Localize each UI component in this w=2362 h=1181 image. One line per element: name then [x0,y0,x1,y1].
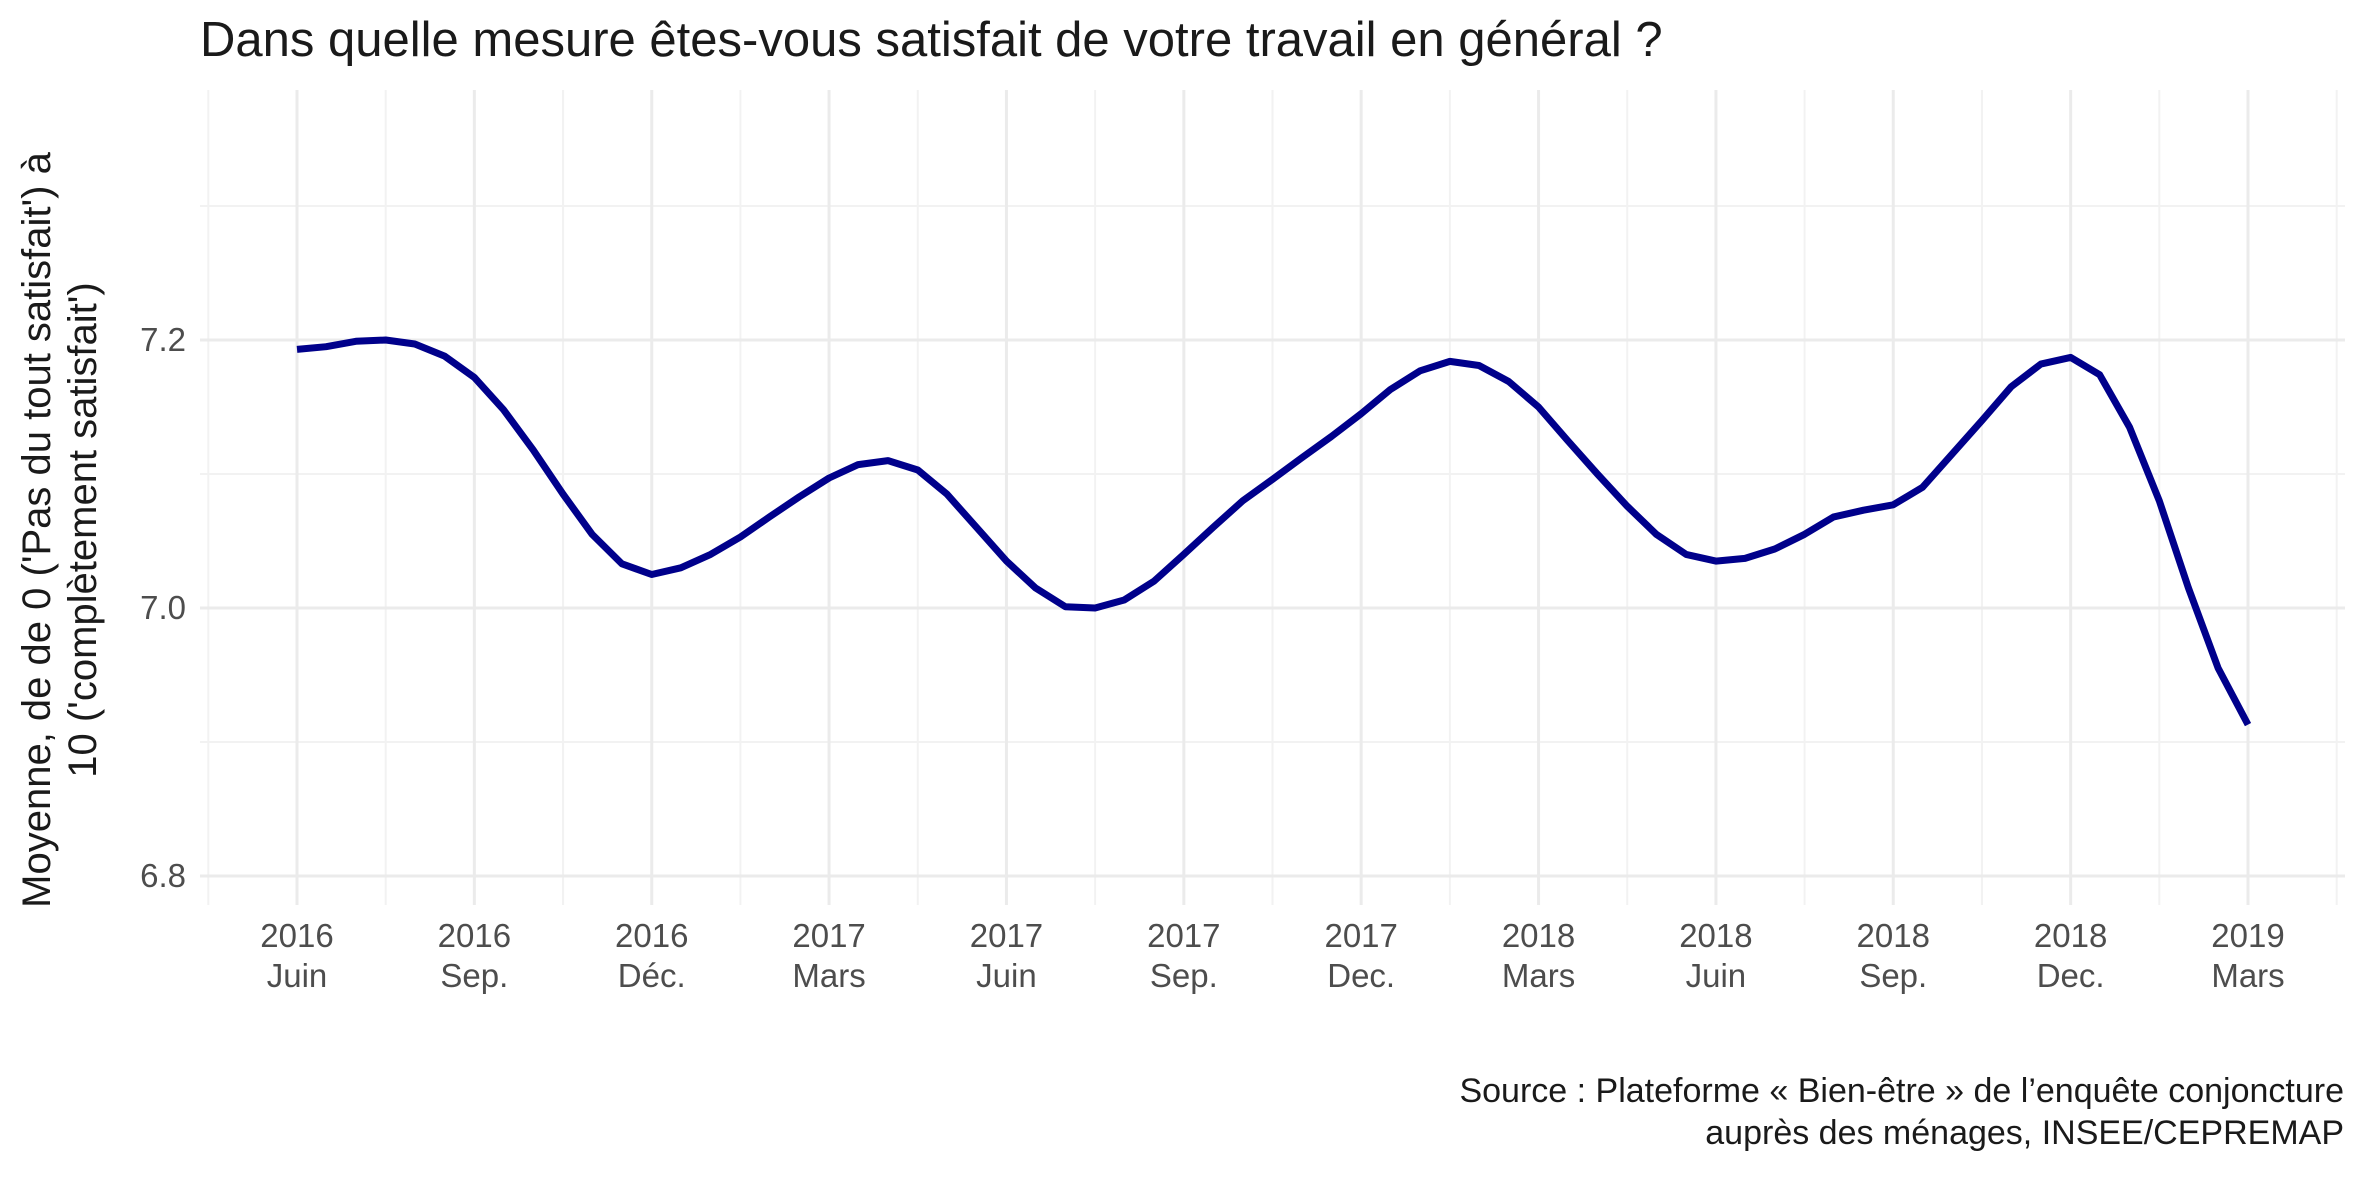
x-tick-label-line: 2017 [1324,917,1397,954]
y-tick-labels: 6.8 7.0 7.2 [140,321,186,894]
x-tick-label-line: Juin [1686,957,1747,994]
x-tick-label-1: 2016 Sep. [438,917,511,994]
x-tick-label-7: 2018 Mars [1502,917,1575,994]
x-tick-label-line: Sep. [1150,957,1218,994]
x-tick-label-line: 2016 [260,917,333,954]
series-line-0 [296,336,2252,727]
x-tick-label-line: Sep. [1859,957,1927,994]
chart-title: Dans quelle mesure êtes-vous satisfait d… [200,13,1663,67]
x-tick-label-10: 2018 Dec. [2034,917,2107,994]
x-tick-label-line: Mars [792,957,865,994]
x-tick-label-line: Juin [976,957,1037,994]
source-caption-line-2: auprès des ménages, INSEE/CEPREMAP [1705,1114,2344,1152]
x-tick-label-3: 2017 Mars [792,917,865,994]
x-tick-label-line: Juin [267,957,328,994]
grid-minor [200,90,2345,905]
x-tick-label-line: 2017 [1147,917,1220,954]
x-tick-label-11: 2019 Mars [2211,917,2284,994]
x-tick-label-line: 2018 [1679,917,1752,954]
source-caption: Source : Plateforme « Bien-être » de l’e… [1459,1070,2344,1154]
x-tick-label-line: 2018 [1857,917,1930,954]
y-tick-label-2: 7.2 [140,321,186,358]
x-tick-label-line: 2017 [792,917,865,954]
x-tick-label-line: Sep. [440,957,508,994]
x-tick-label-6: 2017 Dec. [1324,917,1397,994]
x-tick-label-8: 2018 Juin [1679,917,1752,994]
source-caption-line-1: Source : Plateforme « Bien-être » de l’e… [1459,1072,2344,1110]
x-tick-label-line: 2016 [438,917,511,954]
y-tick-label-0: 6.8 [140,857,186,894]
y-tick-label-1: 7.0 [140,589,186,626]
x-tick-label-line: 2017 [970,917,1043,954]
x-tick-label-2: 2016 Déc. [615,917,688,994]
x-tick-label-line: Mars [1502,957,1575,994]
x-tick-label-0: 2016 Juin [260,917,333,994]
x-tick-label-line: 2018 [2034,917,2107,954]
x-tick-label-4: 2017 Juin [970,917,1043,994]
x-tick-label-line: 2019 [2211,917,2284,954]
x-tick-label-line: Mars [2211,957,2284,994]
x-tick-label-line: Dec. [1327,957,1395,994]
x-tick-label-line: 2016 [615,917,688,954]
x-tick-label-line: Dec. [2037,957,2105,994]
x-tick-label-line: 2018 [1502,917,1575,954]
grid-major [200,90,2345,905]
x-tick-label-9: 2018 Sep. [1857,917,1930,994]
x-tick-label-5: 2017 Sep. [1147,917,1220,994]
series-group [296,336,2252,727]
x-tick-label-line: Déc. [618,957,686,994]
